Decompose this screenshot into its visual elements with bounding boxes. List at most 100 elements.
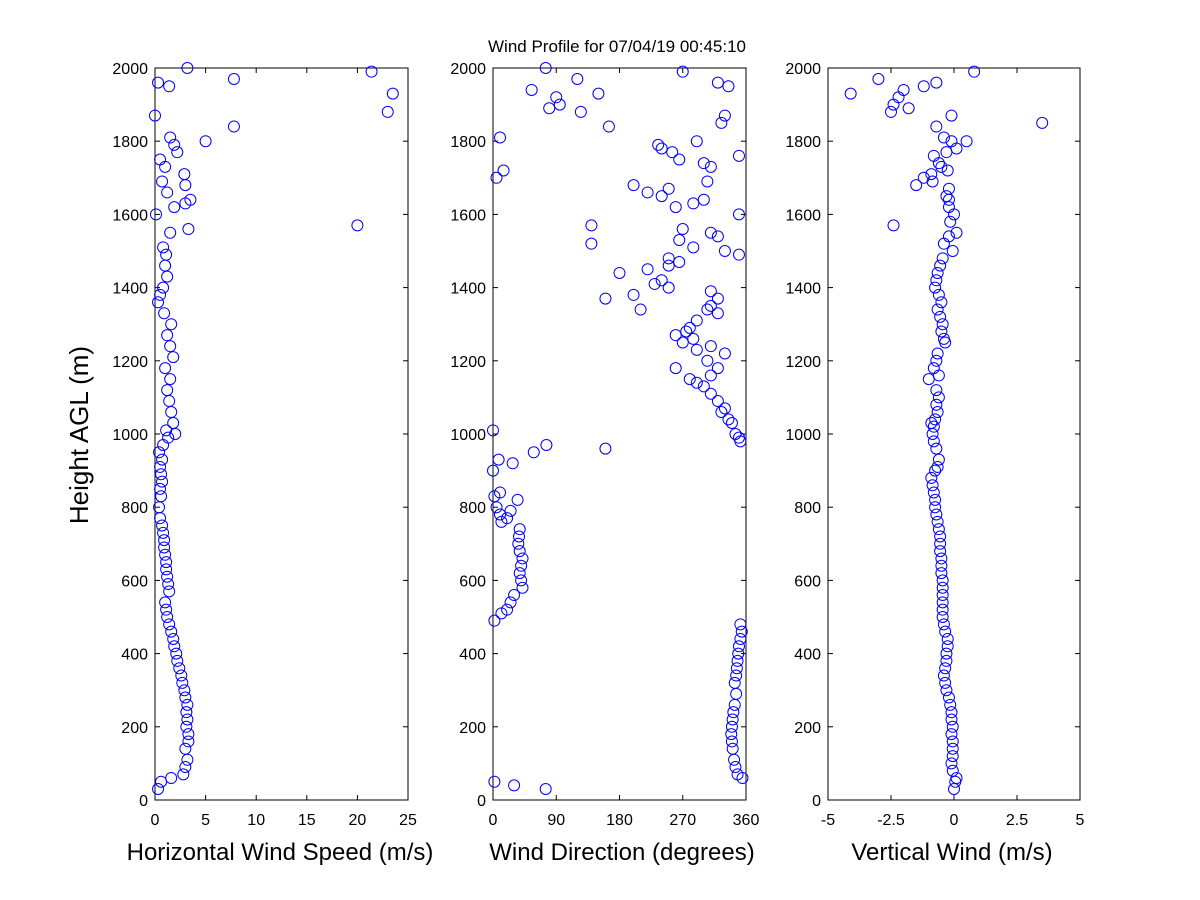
direction-ytick-label: 1400	[450, 281, 486, 298]
speed-data-point	[180, 706, 193, 719]
direction-data-point	[731, 654, 744, 667]
direction-data-point	[539, 62, 552, 74]
figure-title: Wind Profile for 07/04/19 00:45:10	[488, 37, 746, 56]
direction-data-point	[718, 347, 731, 360]
vertical-data-point	[917, 80, 930, 93]
direction-data-point	[704, 226, 717, 239]
direction-ytick-label: 1800	[450, 134, 486, 151]
height-ylabel: Height AGL (m)	[64, 346, 94, 524]
direction-data-point	[652, 138, 665, 151]
vertical-data-point	[927, 362, 940, 375]
speed-ytick-label: 0	[139, 793, 148, 810]
vertical-data-point	[932, 453, 945, 466]
vertical-data-point	[931, 266, 944, 279]
vertical-data-point	[935, 567, 948, 580]
direction-data-point	[487, 464, 499, 477]
speed-panel: 0 200 400 600 800 1000 1200 1400 1600 1800 2000 0 5 1…	[112, 61, 417, 829]
vertical-data-point	[932, 523, 945, 536]
direction-ytick-label: 1000	[450, 427, 486, 444]
direction-data-point	[732, 647, 745, 660]
vertical-data-point	[910, 179, 923, 192]
direction-data-point	[711, 395, 724, 408]
vertical-data-point	[902, 102, 915, 115]
direction-data-point	[673, 255, 686, 268]
direction-data-point	[574, 105, 587, 118]
direction-data-point	[711, 362, 724, 375]
direction-data-point	[715, 116, 728, 129]
direction-data-point	[690, 135, 703, 148]
direction-data-point	[599, 442, 612, 455]
direction-data-point	[732, 640, 745, 653]
direction-data-point	[711, 76, 724, 89]
direction-data-point	[731, 768, 744, 781]
direction-data-point	[680, 325, 693, 338]
direction-data-point	[730, 669, 743, 682]
speed-data-point	[152, 76, 165, 89]
vertical-data-point	[946, 764, 959, 777]
direction-data-point	[666, 146, 679, 159]
direction-xtick-label: 90	[547, 812, 565, 829]
vertical-data-point	[942, 182, 955, 195]
speed-data-point	[163, 80, 176, 93]
vertical-data-point	[946, 720, 959, 733]
vertical-data-point	[931, 303, 944, 316]
speed-data-point	[167, 632, 180, 645]
speed-xtick-label: 15	[298, 812, 316, 829]
speed-data-point	[168, 138, 181, 151]
speed-data-point	[182, 735, 195, 748]
direction-data-point	[492, 453, 505, 466]
direction-data-point	[711, 292, 724, 305]
speed-data-point	[159, 548, 172, 561]
speed-data-point	[165, 772, 178, 785]
vertical-data-point	[945, 109, 958, 122]
direction-data-point	[662, 281, 675, 294]
direction-data-point	[732, 208, 745, 221]
speed-data-point	[156, 519, 169, 532]
vertical-data-point	[934, 530, 947, 543]
vertical-data-point	[939, 676, 952, 689]
direction-data-point	[508, 779, 521, 792]
direction-data-point	[701, 354, 714, 367]
vertical-data-point	[932, 391, 945, 404]
vertical-data-point	[942, 691, 955, 704]
speed-data-point	[170, 647, 183, 660]
speed-data-point	[157, 281, 170, 294]
direction-data-point	[718, 109, 731, 122]
vertical-data-point	[929, 281, 942, 294]
direction-xlabel: Wind Direction (degrees)	[489, 839, 754, 866]
direction-data-point	[516, 552, 529, 565]
speed-data-point	[227, 72, 240, 85]
vertical-data-point	[931, 347, 944, 360]
direction-data-point	[687, 332, 700, 345]
speed-ytick-label: 1200	[112, 354, 148, 371]
direction-data-point	[497, 164, 510, 177]
direction-data-point	[725, 417, 738, 430]
direction-data-point	[506, 457, 519, 470]
vertical-data-point	[946, 735, 959, 748]
vertical-ytick-label: 800	[794, 500, 821, 517]
speed-data-point	[154, 288, 167, 301]
speed-data-point	[176, 676, 189, 689]
direction-data-point	[641, 263, 654, 276]
speed-data-point	[152, 783, 165, 796]
direction-data-point	[504, 596, 517, 609]
speed-data-point	[163, 585, 176, 598]
speed-data-point	[161, 384, 174, 397]
vertical-data-point	[935, 325, 948, 338]
speed-data-point	[179, 691, 192, 704]
vertical-data-point	[936, 603, 949, 616]
speed-data-point	[181, 62, 194, 74]
vertical-data-point	[942, 230, 955, 243]
vertical-data-point	[925, 471, 938, 484]
vertical-data-point	[942, 201, 955, 214]
speed-data-point	[165, 318, 178, 331]
direction-data-point	[539, 783, 552, 796]
vertical-data-point	[944, 215, 957, 228]
speed-ytick-label: 600	[121, 573, 148, 590]
direction-data-point	[734, 618, 747, 631]
speed-data-point	[160, 556, 173, 569]
speed-data-point	[164, 226, 177, 239]
vertical-xtick-label: 2.5	[1006, 812, 1028, 829]
speed-data-point	[161, 329, 174, 342]
